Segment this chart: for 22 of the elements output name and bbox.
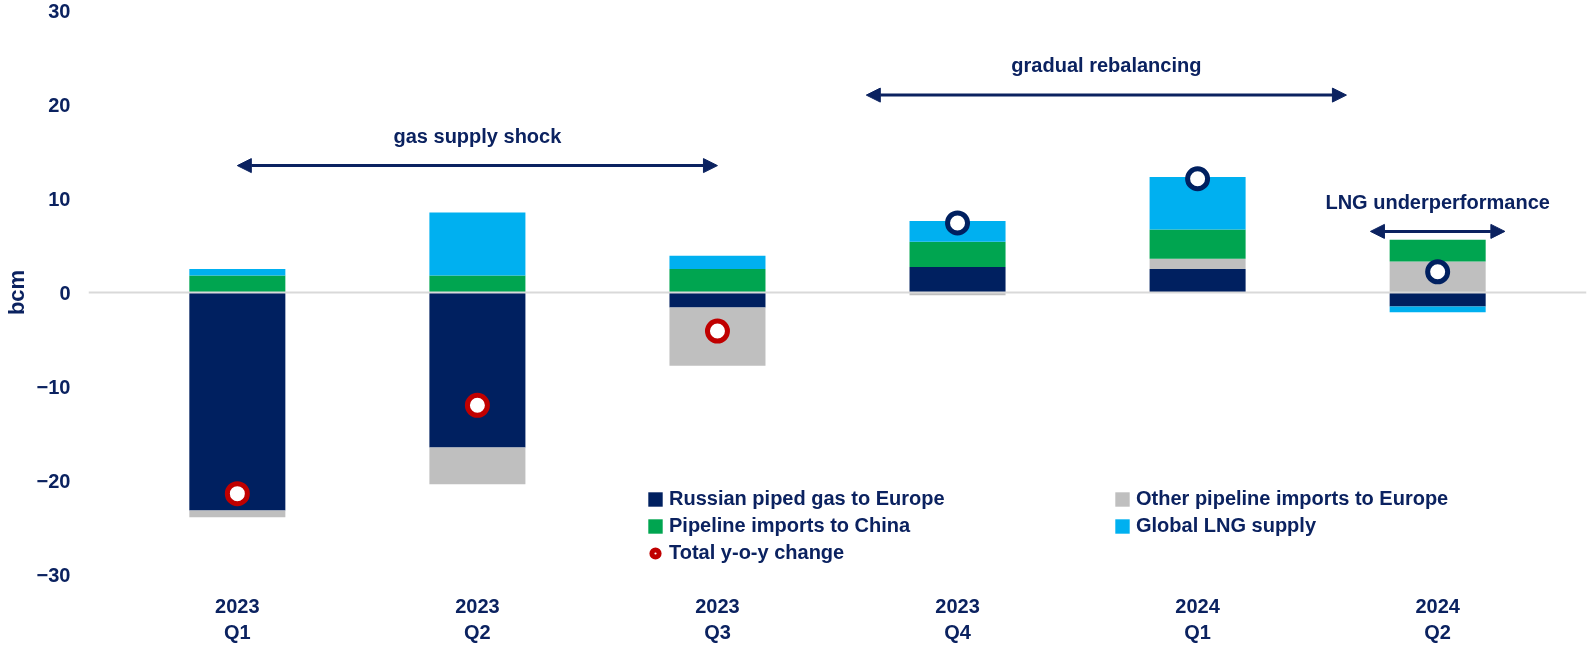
legend-label: Russian piped gas to Europe [669,487,946,510]
y-tick-label: 10 [48,187,71,210]
legend-label: Pipeline imports to China [669,514,912,537]
annotation: gas supply shock [393,124,563,147]
y-tick-label: 20 [48,93,71,116]
y-axis-title: bcm [3,269,29,316]
annotation: LNG underperformance [1325,190,1550,213]
x-tick-label: 2024 Q1 [1175,594,1221,643]
y-tick-label: 30 [48,0,71,22]
x-tick-label: 2024 Q2 [1415,594,1461,643]
y-tick-label: 0 [59,281,71,304]
x-tick-label: 2023 Q4 [935,594,980,643]
x-tick-label: 2023 Q1 [215,594,260,643]
legend-label: Other pipeline imports to Europe [1136,487,1450,510]
annotation: gradual rebalancing [1011,54,1202,77]
y-tick-label: −20 [36,469,71,492]
y-tick-label: −30 [36,563,71,586]
y-tick-label: −10 [36,375,71,398]
x-tick-label: 2023 Q2 [455,594,500,643]
legend-label: Global LNG supply [1136,514,1317,537]
x-tick-label: 2023 Q3 [695,594,740,643]
legend-label: Total y-o-y change [669,541,846,564]
